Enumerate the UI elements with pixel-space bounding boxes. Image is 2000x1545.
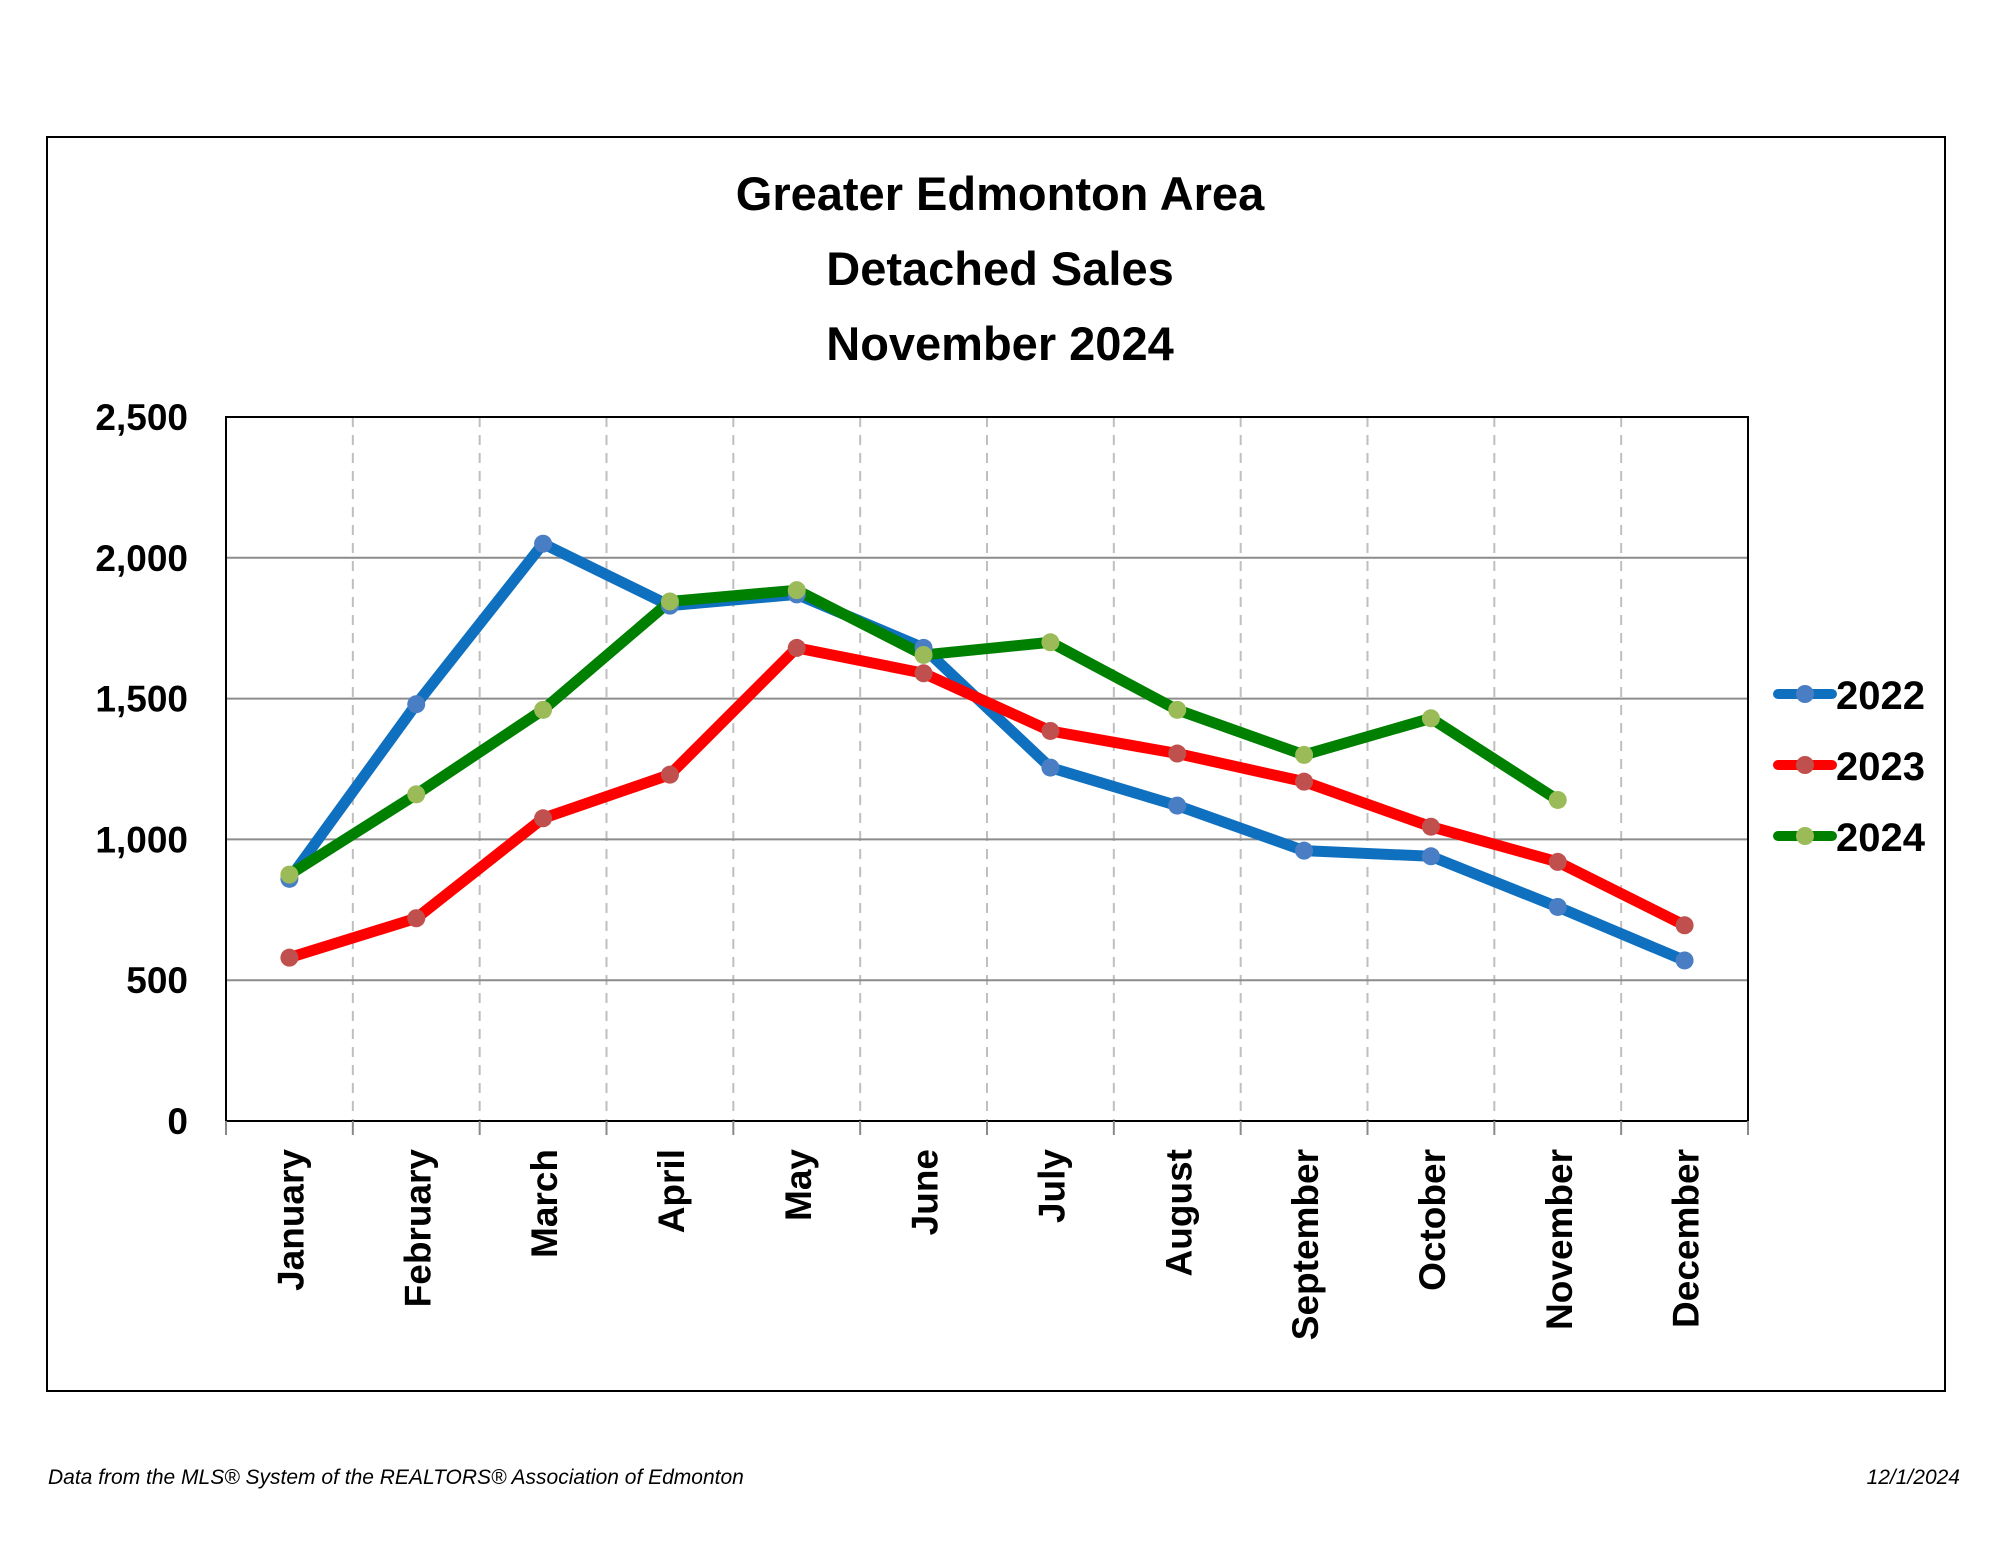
data-point-2024 [534, 700, 553, 719]
data-point-2023 [660, 765, 679, 784]
source-note: Data from the MLS® System of the REALTOR… [48, 1466, 744, 1489]
x-category-label: August [1158, 1149, 1199, 1276]
x-category-label: October [1412, 1149, 1453, 1291]
data-point-2023 [280, 948, 299, 967]
data-point-2023 [1168, 744, 1187, 763]
data-point-2024 [1168, 700, 1187, 719]
y-tick-label: 500 [126, 960, 188, 1001]
data-point-2023 [534, 809, 553, 828]
data-point-2022 [1041, 758, 1060, 777]
y-tick-label: 1,000 [95, 819, 188, 860]
x-category-label: May [778, 1149, 819, 1221]
data-point-2023 [407, 909, 426, 928]
y-tick-label: 2,000 [95, 538, 188, 579]
data-point-2024 [280, 865, 299, 884]
data-point-2024 [787, 581, 806, 600]
x-category-label: June [905, 1149, 946, 1235]
x-category-label: September [1285, 1149, 1326, 1340]
y-tick-label: 2,500 [95, 397, 188, 438]
data-point-2023 [1041, 721, 1060, 740]
series-line-2023 [283, 642, 1691, 964]
data-point-2024 [1421, 709, 1440, 728]
data-point-2022 [534, 534, 553, 553]
legend-marker-2023 [1796, 756, 1814, 774]
data-point-2024 [660, 592, 679, 611]
chart-title-line: Greater Edmonton Area [736, 167, 1265, 220]
x-category-label: January [270, 1149, 311, 1291]
legend-label: 2022 [1836, 674, 1925, 718]
chart-title-line: Detached Sales [826, 242, 1173, 295]
data-point-2023 [1295, 772, 1314, 791]
y-tick-label: 0 [167, 1101, 188, 1142]
data-point-2024 [914, 645, 933, 664]
x-category-label: February [397, 1149, 438, 1308]
y-tick-label: 1,500 [95, 679, 188, 720]
legend-label: 2024 [1836, 816, 1926, 860]
data-point-2024 [407, 785, 426, 804]
data-point-2023 [1421, 817, 1440, 836]
legend-label: 2023 [1836, 745, 1925, 789]
chart-frame: Greater Edmonton Area Detached Sales Novem… [46, 136, 1946, 1392]
x-category-label: March [524, 1149, 565, 1258]
data-point-2024 [1295, 745, 1314, 764]
data-point-2022 [1548, 897, 1567, 916]
data-point-2022 [1295, 841, 1314, 860]
data-point-2024 [1548, 790, 1567, 809]
data-point-2023 [787, 638, 806, 657]
data-point-2023 [914, 664, 933, 683]
data-point-2022 [1168, 796, 1187, 815]
report-date: 12/1/2024 [1866, 1466, 1960, 1489]
data-point-2023 [1675, 916, 1694, 935]
data-point-2023 [1548, 852, 1567, 871]
legend-marker-2022 [1796, 685, 1814, 703]
chart-title-line: November 2024 [826, 317, 1173, 370]
line-chart: Greater Edmonton Area Detached Sales Novem… [95, 167, 1926, 1340]
x-category-label: December [1666, 1149, 1707, 1328]
data-point-2022 [1675, 951, 1694, 970]
data-point-2022 [407, 695, 426, 714]
legend-marker-2024 [1796, 827, 1814, 845]
x-category-label: April [651, 1149, 692, 1233]
data-point-2024 [1041, 633, 1060, 652]
x-category-label: November [1539, 1149, 1580, 1330]
x-category-label: July [1031, 1149, 1072, 1223]
data-point-2022 [1421, 847, 1440, 866]
